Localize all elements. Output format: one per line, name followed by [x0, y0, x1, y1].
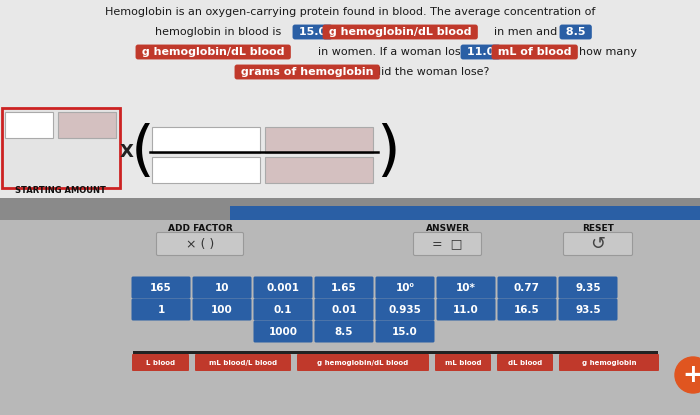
FancyBboxPatch shape: [0, 198, 700, 206]
Text: 11.0: 11.0: [463, 47, 498, 57]
FancyBboxPatch shape: [559, 276, 617, 298]
FancyBboxPatch shape: [498, 298, 556, 320]
Text: 10: 10: [215, 283, 230, 293]
FancyBboxPatch shape: [132, 298, 190, 320]
FancyBboxPatch shape: [253, 320, 312, 342]
Text: 0.935: 0.935: [389, 305, 421, 315]
Text: dL blood: dL blood: [508, 359, 542, 366]
Text: g hemoglobin: g hemoglobin: [582, 359, 636, 366]
FancyBboxPatch shape: [559, 298, 617, 320]
Text: 15.0: 15.0: [295, 27, 330, 37]
FancyBboxPatch shape: [193, 298, 251, 320]
FancyBboxPatch shape: [253, 298, 312, 320]
FancyBboxPatch shape: [230, 206, 700, 220]
FancyBboxPatch shape: [132, 354, 189, 371]
Text: STARTING AMOUNT: STARTING AMOUNT: [15, 186, 106, 195]
FancyBboxPatch shape: [414, 232, 482, 256]
Text: +: +: [682, 363, 700, 387]
Text: 11.0: 11.0: [453, 305, 479, 315]
Text: ANSWER: ANSWER: [426, 224, 470, 232]
FancyBboxPatch shape: [497, 354, 553, 371]
Text: 93.5: 93.5: [575, 305, 601, 315]
Circle shape: [675, 357, 700, 393]
FancyBboxPatch shape: [195, 354, 291, 371]
FancyBboxPatch shape: [2, 108, 120, 188]
FancyBboxPatch shape: [437, 298, 496, 320]
FancyBboxPatch shape: [0, 218, 700, 415]
Text: 165: 165: [150, 283, 172, 293]
Text: L blood: L blood: [146, 359, 175, 366]
Text: 1: 1: [158, 305, 164, 315]
FancyBboxPatch shape: [132, 276, 190, 298]
Text: did the woman lose?: did the woman lose?: [374, 67, 489, 77]
FancyBboxPatch shape: [133, 351, 658, 354]
Text: g hemoglobin/dL blood: g hemoglobin/dL blood: [138, 47, 288, 57]
Text: ↺: ↺: [590, 235, 606, 253]
FancyBboxPatch shape: [375, 320, 435, 342]
FancyBboxPatch shape: [193, 276, 251, 298]
Text: =  □: = □: [432, 237, 462, 251]
FancyBboxPatch shape: [157, 232, 244, 256]
Text: mL blood: mL blood: [444, 359, 482, 366]
FancyBboxPatch shape: [0, 206, 230, 220]
FancyBboxPatch shape: [265, 127, 373, 153]
Text: in women. If a woman loses: in women. If a woman loses: [318, 47, 473, 57]
Text: 8.5: 8.5: [335, 327, 354, 337]
FancyBboxPatch shape: [564, 232, 633, 256]
FancyBboxPatch shape: [314, 276, 374, 298]
Text: 0.01: 0.01: [331, 305, 357, 315]
FancyBboxPatch shape: [498, 276, 556, 298]
Text: , how many: , how many: [572, 47, 637, 57]
Text: 16.5: 16.5: [514, 305, 540, 315]
Text: grams of hemoglobin: grams of hemoglobin: [237, 67, 377, 77]
FancyBboxPatch shape: [58, 112, 116, 138]
FancyBboxPatch shape: [435, 354, 491, 371]
Text: ADD FACTOR: ADD FACTOR: [167, 224, 232, 232]
FancyBboxPatch shape: [314, 320, 374, 342]
Text: mL of blood: mL of blood: [494, 47, 575, 57]
FancyBboxPatch shape: [314, 298, 374, 320]
Text: 8.5: 8.5: [562, 27, 589, 37]
Text: mL blood/L blood: mL blood/L blood: [209, 359, 277, 366]
FancyBboxPatch shape: [253, 276, 312, 298]
Text: in men and is: in men and is: [494, 27, 570, 37]
Text: 15.0: 15.0: [392, 327, 418, 337]
FancyBboxPatch shape: [375, 298, 435, 320]
Text: 0.001: 0.001: [267, 283, 300, 293]
Text: 10*: 10*: [456, 283, 476, 293]
FancyBboxPatch shape: [265, 157, 373, 183]
FancyBboxPatch shape: [375, 276, 435, 298]
Text: 0.77: 0.77: [514, 283, 540, 293]
Text: X: X: [120, 143, 134, 161]
Text: hemoglobin in blood is: hemoglobin in blood is: [155, 27, 281, 37]
Text: Hemoglobin is an oxygen-carrying protein found in blood. The average concentrati: Hemoglobin is an oxygen-carrying protein…: [105, 7, 595, 17]
FancyBboxPatch shape: [5, 112, 53, 138]
Text: 1000: 1000: [269, 327, 298, 337]
Text: ): ): [376, 122, 400, 181]
FancyBboxPatch shape: [0, 0, 700, 200]
Text: 1.65: 1.65: [331, 283, 357, 293]
FancyBboxPatch shape: [152, 157, 260, 183]
Text: RESET: RESET: [582, 224, 614, 232]
Text: g hemoglobin/dL blood: g hemoglobin/dL blood: [325, 27, 475, 37]
Text: 0.1: 0.1: [274, 305, 293, 315]
FancyBboxPatch shape: [297, 354, 429, 371]
FancyBboxPatch shape: [559, 354, 659, 371]
Text: (: (: [131, 122, 155, 181]
Text: 100: 100: [211, 305, 233, 315]
Text: g hemoglobin/dL blood: g hemoglobin/dL blood: [317, 359, 409, 366]
Text: 10⁰: 10⁰: [395, 283, 414, 293]
Text: 9.35: 9.35: [575, 283, 601, 293]
FancyBboxPatch shape: [152, 127, 260, 153]
FancyBboxPatch shape: [437, 276, 496, 298]
Text: × ( ): × ( ): [186, 237, 214, 251]
